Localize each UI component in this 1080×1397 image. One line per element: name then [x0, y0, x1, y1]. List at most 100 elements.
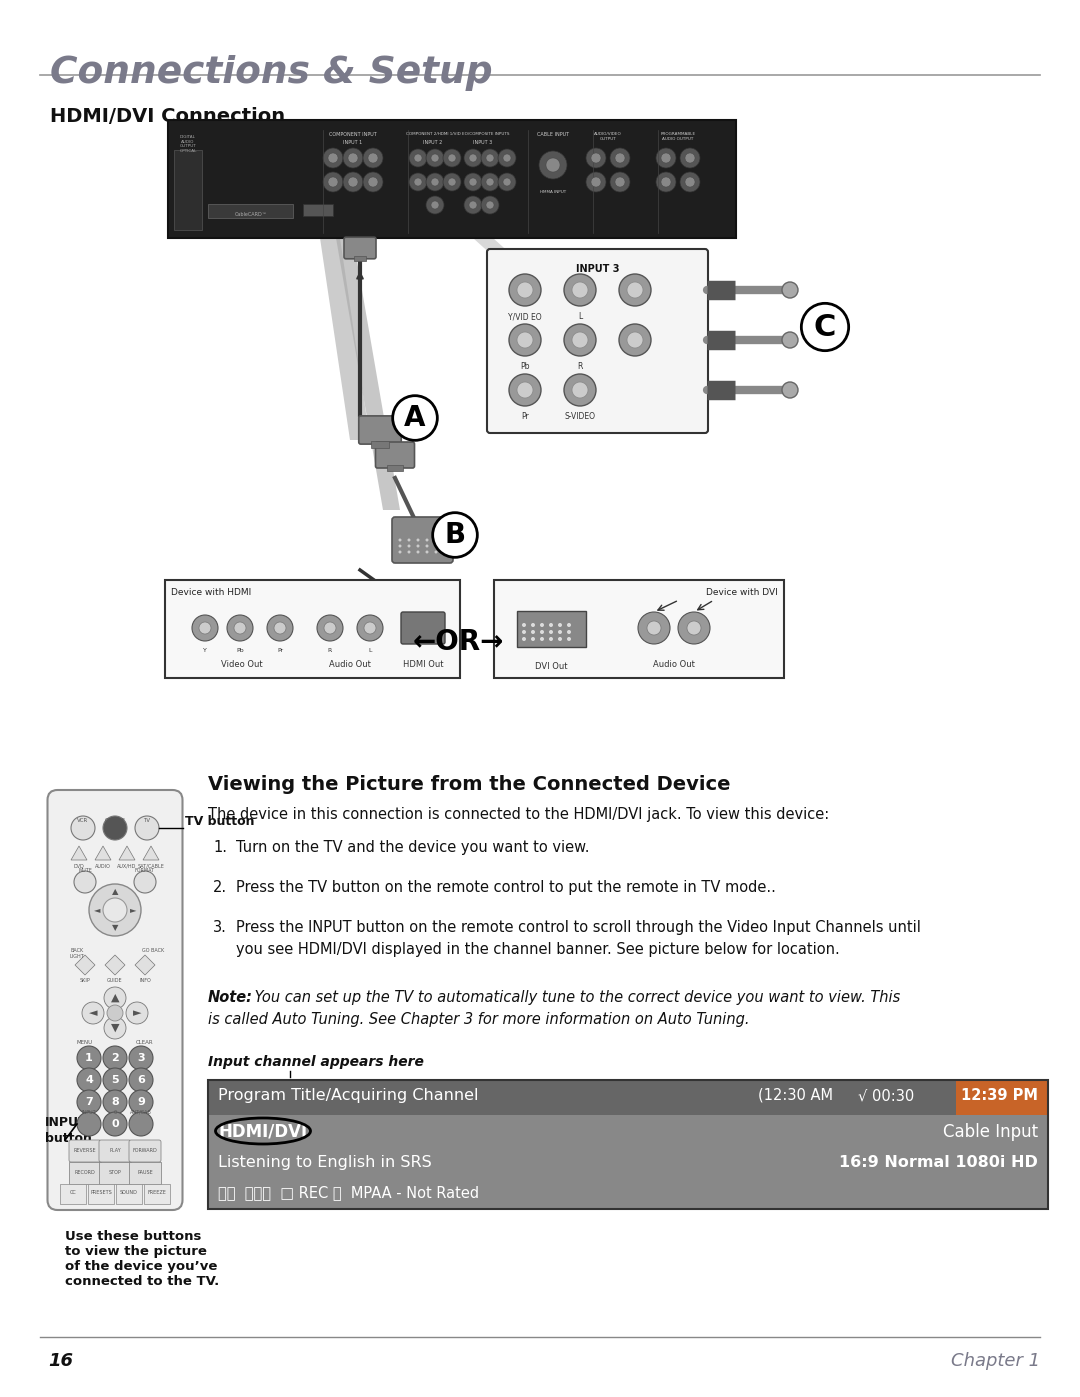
Text: SKIP: SKIP [80, 978, 91, 983]
Circle shape [464, 149, 482, 168]
Bar [303, 204, 333, 217]
Text: Pr: Pr [522, 412, 529, 420]
Circle shape [192, 615, 218, 641]
Polygon shape [119, 847, 135, 861]
Text: (12:30 AM: (12:30 AM [758, 1088, 833, 1104]
Circle shape [77, 1090, 102, 1113]
Circle shape [464, 173, 482, 191]
Text: INPUT 1: INPUT 1 [343, 140, 363, 145]
Text: INPUT: INPUT [82, 1111, 96, 1115]
FancyBboxPatch shape [87, 1185, 114, 1204]
Text: is called Auto Tuning. See Chapter 3 for more information on Auto Tuning.: is called Auto Tuning. See Chapter 3 for… [208, 1011, 750, 1027]
Circle shape [509, 274, 541, 306]
Circle shape [549, 623, 553, 627]
Polygon shape [135, 956, 156, 975]
Bar [956, 1080, 1048, 1115]
Circle shape [678, 612, 710, 644]
Circle shape [464, 196, 482, 214]
Circle shape [503, 154, 511, 162]
Text: MUTE: MUTE [78, 868, 92, 873]
Circle shape [409, 173, 427, 191]
Circle shape [540, 637, 544, 641]
Text: 0: 0 [113, 1111, 117, 1115]
Circle shape [619, 274, 651, 306]
Circle shape [357, 615, 383, 641]
Bar [387, 465, 403, 471]
Circle shape [549, 637, 553, 641]
Text: Y/VID EO: Y/VID EO [509, 312, 542, 321]
Text: L: L [368, 648, 372, 652]
Circle shape [531, 623, 535, 627]
Circle shape [486, 177, 494, 186]
FancyBboxPatch shape [129, 1140, 161, 1162]
Text: FORMAT: FORMAT [135, 868, 156, 873]
Circle shape [414, 177, 422, 186]
Text: R: R [328, 648, 333, 652]
Circle shape [407, 545, 410, 548]
Circle shape [426, 538, 429, 542]
Circle shape [572, 282, 588, 298]
Circle shape [343, 148, 363, 168]
Bar [208, 1178, 1048, 1208]
Text: PROGRAMMABLE
AUDIO OUTPUT: PROGRAMMABLE AUDIO OUTPUT [661, 131, 696, 141]
FancyBboxPatch shape [144, 1185, 170, 1204]
Text: Chapter 1: Chapter 1 [950, 1352, 1040, 1370]
Circle shape [610, 148, 630, 168]
FancyBboxPatch shape [376, 441, 415, 468]
Circle shape [77, 1112, 102, 1136]
Text: RECORD: RECORD [75, 1171, 95, 1175]
Circle shape [619, 324, 651, 356]
Circle shape [71, 816, 95, 840]
Text: S-VIDEO: S-VIDEO [565, 412, 595, 420]
Circle shape [685, 177, 696, 187]
FancyBboxPatch shape [116, 1185, 141, 1204]
FancyBboxPatch shape [392, 517, 453, 563]
Text: HDMI/DVI: HDMI/DVI [218, 1123, 307, 1141]
Text: Video Out: Video Out [221, 659, 262, 669]
Circle shape [104, 988, 126, 1009]
Circle shape [469, 201, 477, 210]
Bar [494, 580, 784, 678]
Circle shape [399, 538, 402, 542]
Circle shape [407, 538, 410, 542]
Text: Y: Y [203, 648, 207, 652]
Circle shape [481, 149, 499, 168]
Text: C: C [814, 313, 836, 341]
Circle shape [103, 816, 127, 840]
Circle shape [103, 1090, 127, 1113]
Circle shape [610, 172, 630, 191]
Circle shape [103, 1046, 127, 1070]
Text: Pb: Pb [237, 648, 244, 652]
Circle shape [431, 177, 438, 186]
Polygon shape [71, 847, 87, 861]
Circle shape [448, 177, 456, 186]
Circle shape [129, 1046, 153, 1070]
Text: DVI Out: DVI Out [535, 662, 567, 671]
Bar [174, 149, 202, 231]
Circle shape [323, 172, 343, 191]
Text: Input channel appears here: Input channel appears here [208, 1055, 423, 1069]
Circle shape [368, 177, 378, 187]
Text: 1.: 1. [213, 840, 227, 855]
Circle shape [431, 154, 438, 162]
Text: 8: 8 [111, 1097, 119, 1106]
Circle shape [135, 816, 159, 840]
Bar [208, 204, 293, 218]
Circle shape [522, 623, 526, 627]
Circle shape [323, 148, 343, 168]
Circle shape [509, 324, 541, 356]
Circle shape [364, 622, 376, 634]
Text: CABLE INPUT: CABLE INPUT [537, 131, 569, 137]
Circle shape [409, 149, 427, 168]
Circle shape [417, 550, 419, 553]
Text: TV button: TV button [185, 814, 255, 828]
Text: AUDIO/VIDEO
OUTPUT: AUDIO/VIDEO OUTPUT [594, 131, 622, 141]
Circle shape [407, 550, 410, 553]
Circle shape [469, 154, 477, 162]
Circle shape [572, 332, 588, 348]
Bar [208, 1080, 1048, 1115]
Circle shape [656, 148, 676, 168]
FancyBboxPatch shape [517, 610, 586, 647]
Circle shape [448, 154, 456, 162]
Text: Pb: Pb [521, 362, 530, 372]
